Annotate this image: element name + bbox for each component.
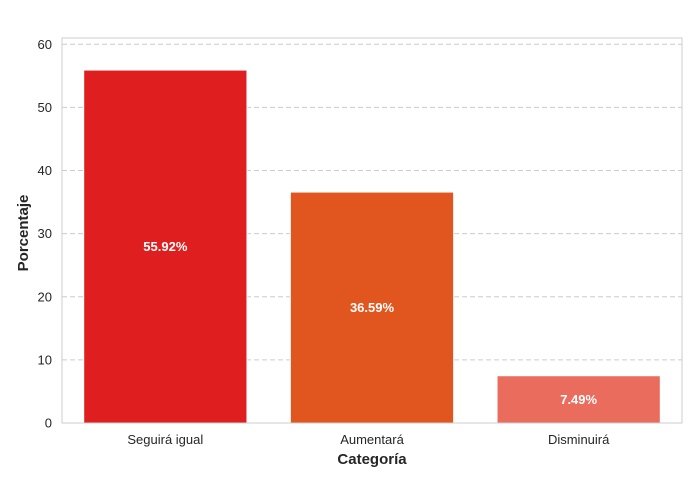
bar-value-label: 36.59% [350,300,395,315]
y-tick-label: 0 [45,416,52,431]
plot-frame [61,37,683,424]
bar [289,191,455,424]
y-axis-title: Porcentaje [15,195,32,272]
y-tick-layer: 0 10 20 30 40 50 60 [38,37,52,431]
bar-value-label: 7.49% [560,392,597,407]
x-tick-label: Aumentará [340,432,404,447]
y-tick-label: 10 [38,352,52,367]
x-tick-label: Seguirá igual [127,432,203,447]
data-label-layer: 55.92% 36.59% 7.49% [143,239,597,407]
y-tick-label: 50 [38,100,52,115]
y-tick-label: 20 [38,289,52,304]
x-axis-title: Categoría [337,451,407,468]
y-tick-label: 60 [38,37,52,52]
y-tick-label: 40 [38,163,52,178]
x-tick-label: Disminuirá [548,432,610,447]
bar [83,69,248,424]
grid-layer [62,43,682,361]
x-tick-layer: Seguirá igual Aumentará Disminuirá [127,432,610,447]
bar-value-label: 55.92% [143,239,188,254]
y-tick-label: 30 [38,226,52,241]
bar [496,375,661,424]
bar-layer [83,69,661,424]
